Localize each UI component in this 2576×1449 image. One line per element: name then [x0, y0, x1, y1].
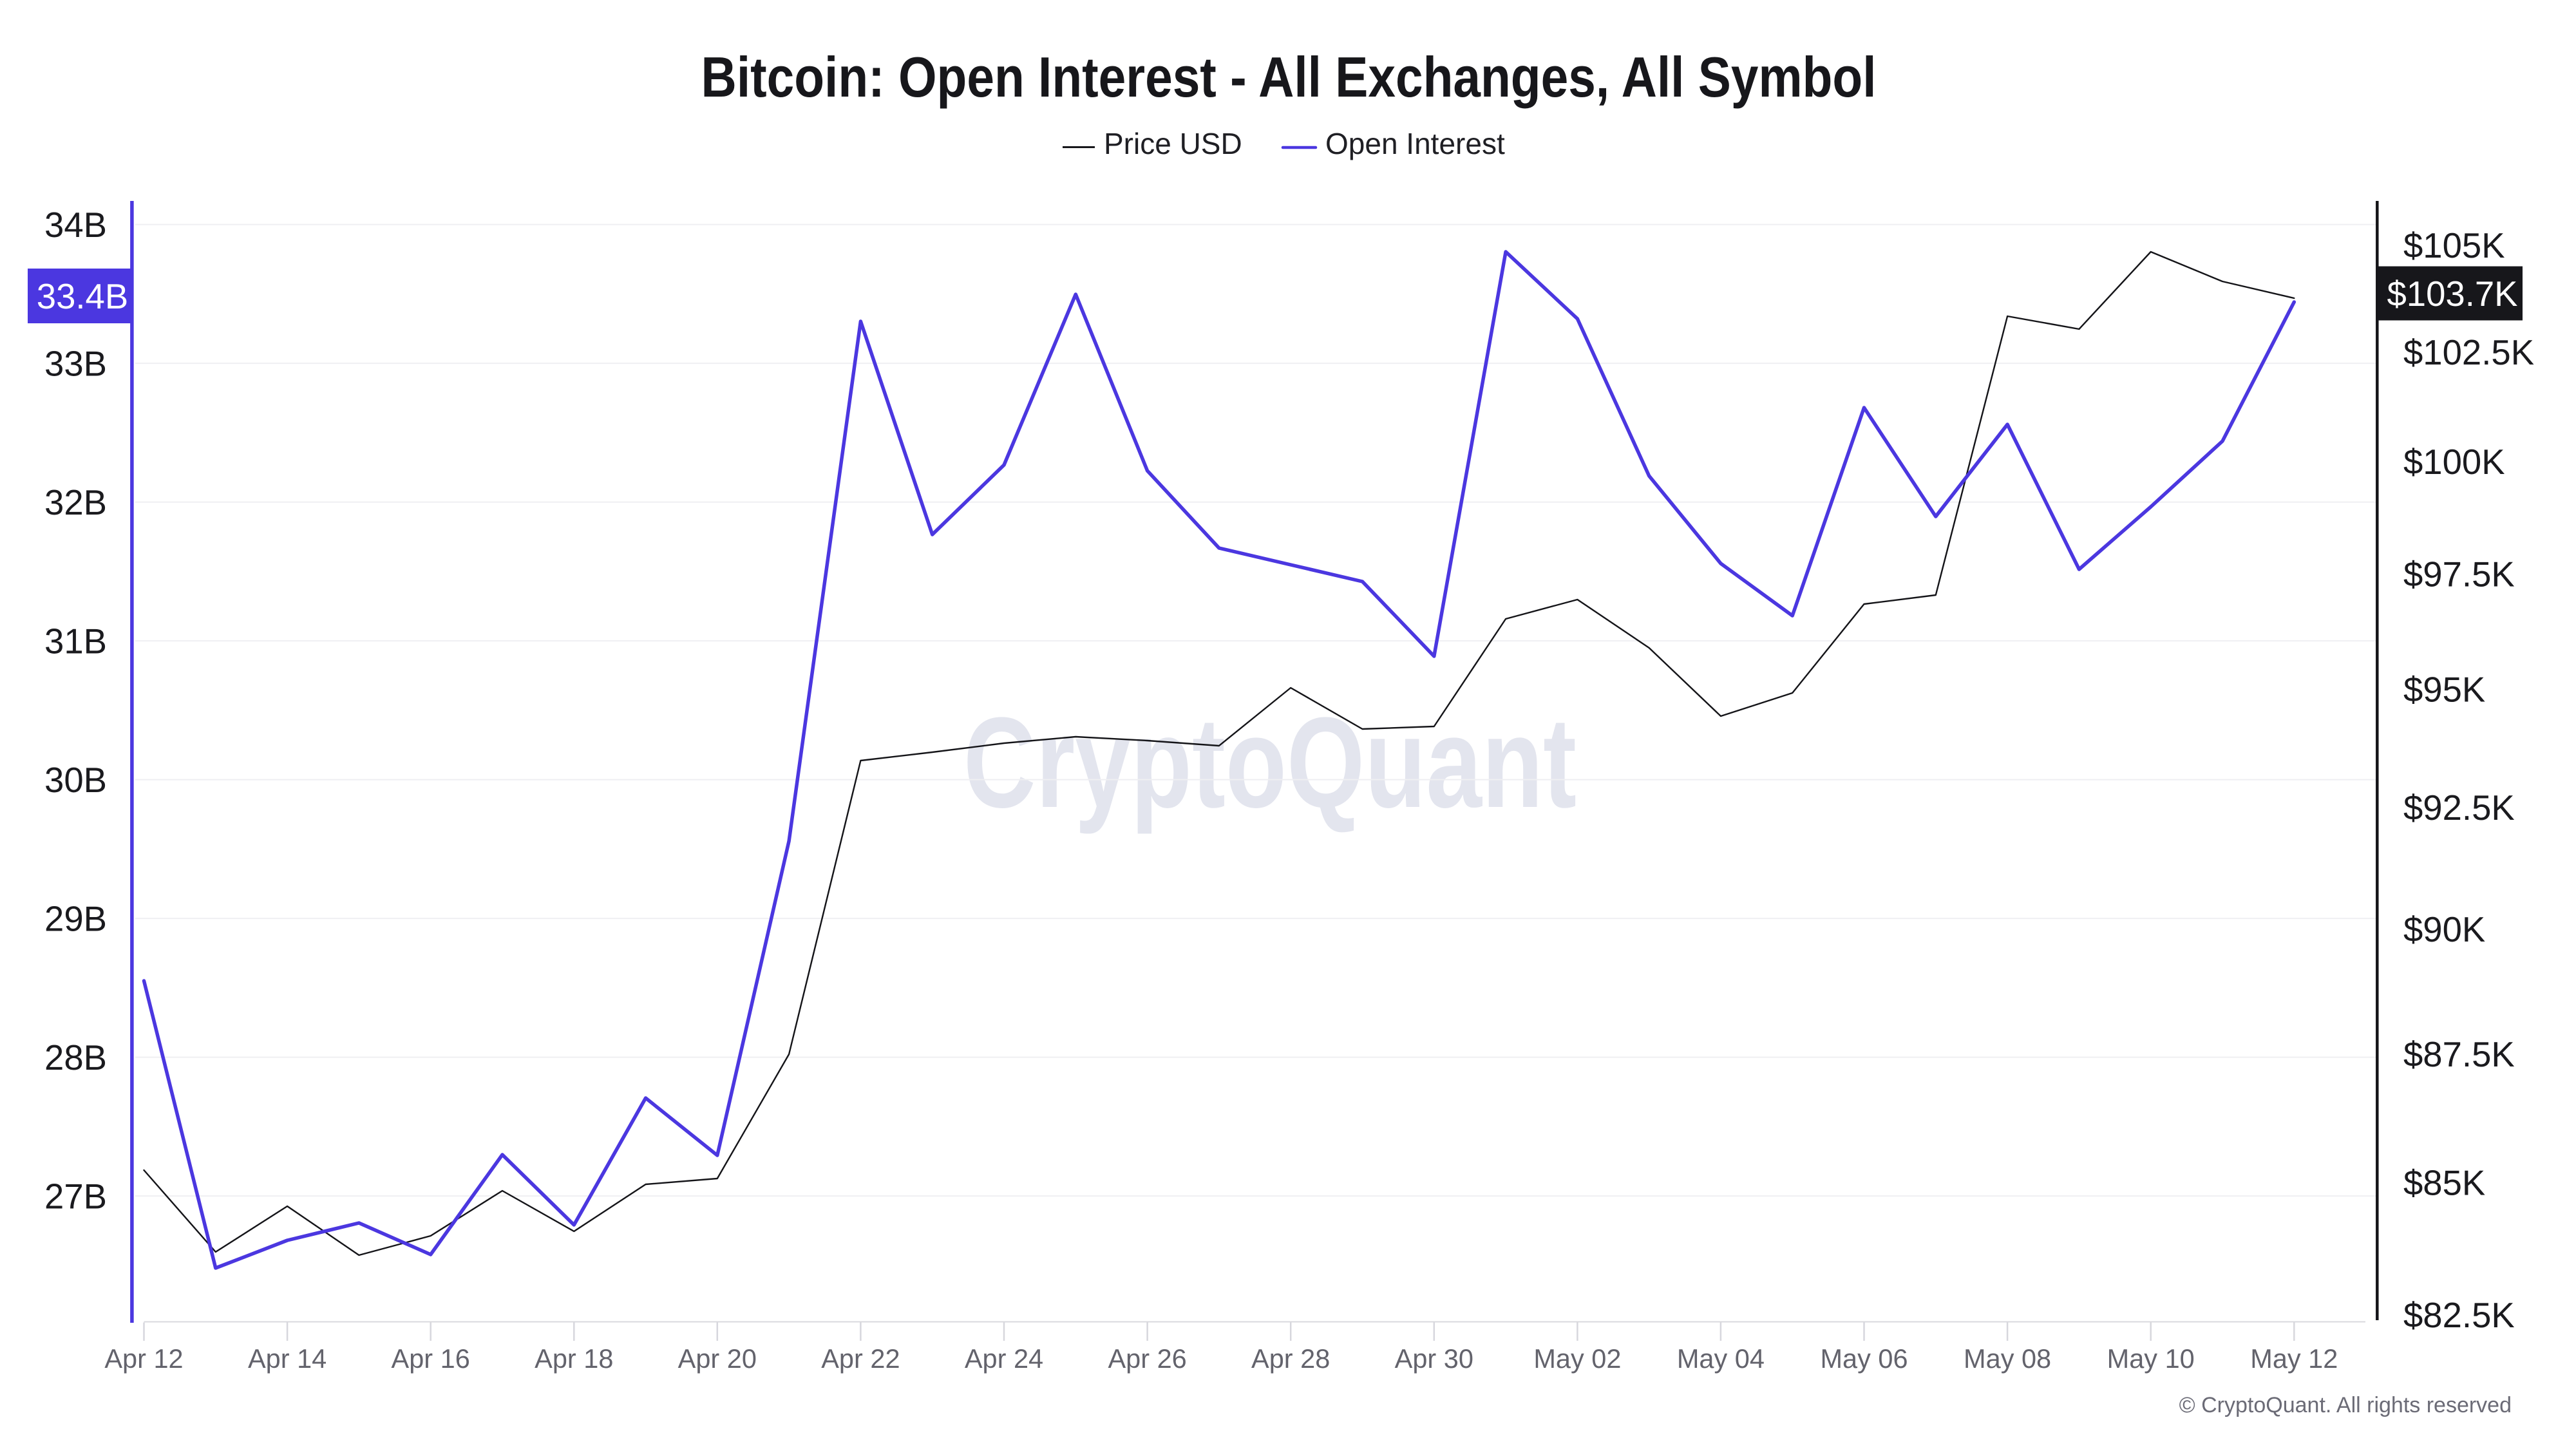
svg-text:Apr 14: Apr 14: [248, 1343, 327, 1374]
svg-text:Apr 12: Apr 12: [104, 1343, 183, 1374]
svg-text:$85K: $85K: [2403, 1164, 2485, 1203]
svg-text:© CryptoQuant. All rights rese: © CryptoQuant. All rights reserved: [2179, 1393, 2512, 1417]
svg-text:30B: 30B: [44, 761, 107, 800]
svg-text:$103.7K: $103.7K: [2387, 274, 2517, 314]
svg-text:$105K: $105K: [2403, 226, 2505, 265]
svg-text:Open Interest: Open Interest: [1325, 127, 1505, 160]
svg-text:27B: 27B: [44, 1177, 107, 1217]
svg-text:$100K: $100K: [2403, 442, 2505, 482]
svg-text:Apr 30: Apr 30: [1395, 1343, 1473, 1374]
svg-text:Bitcoin: Open Interest - All E: Bitcoin: Open Interest - All Exchanges, …: [701, 45, 1877, 109]
svg-text:$92.5K: $92.5K: [2403, 788, 2515, 828]
svg-text:CryptoQuant: CryptoQuant: [963, 691, 1577, 835]
svg-text:May 06: May 06: [1820, 1343, 1908, 1374]
svg-text:Apr 16: Apr 16: [392, 1343, 470, 1374]
svg-text:May 10: May 10: [2107, 1343, 2195, 1374]
svg-text:Apr 20: Apr 20: [678, 1343, 757, 1374]
svg-text:$87.5K: $87.5K: [2403, 1035, 2515, 1074]
svg-text:Apr 22: Apr 22: [821, 1343, 900, 1374]
svg-text:33B: 33B: [44, 345, 107, 384]
svg-text:Apr 24: Apr 24: [965, 1343, 1043, 1374]
svg-text:$97.5K: $97.5K: [2403, 555, 2515, 594]
svg-text:$102.5K: $102.5K: [2403, 333, 2534, 372]
svg-text:29B: 29B: [44, 900, 107, 939]
svg-text:34B: 34B: [44, 205, 107, 245]
svg-text:32B: 32B: [44, 483, 107, 522]
svg-text:Apr 26: Apr 26: [1108, 1343, 1186, 1374]
svg-text:Apr 28: Apr 28: [1251, 1343, 1330, 1374]
svg-text:$95K: $95K: [2403, 670, 2485, 710]
svg-text:May 08: May 08: [1964, 1343, 2051, 1374]
svg-text:$90K: $90K: [2403, 910, 2485, 949]
svg-text:May 12: May 12: [2250, 1343, 2338, 1374]
svg-text:May 02: May 02: [1533, 1343, 1621, 1374]
svg-text:Price USD: Price USD: [1104, 127, 1242, 160]
svg-text:33.4B: 33.4B: [37, 277, 128, 316]
svg-text:31B: 31B: [44, 622, 107, 661]
svg-text:May 04: May 04: [1677, 1343, 1765, 1374]
svg-text:28B: 28B: [44, 1038, 107, 1077]
svg-text:$82.5K: $82.5K: [2403, 1296, 2515, 1335]
svg-text:Apr 18: Apr 18: [535, 1343, 613, 1374]
